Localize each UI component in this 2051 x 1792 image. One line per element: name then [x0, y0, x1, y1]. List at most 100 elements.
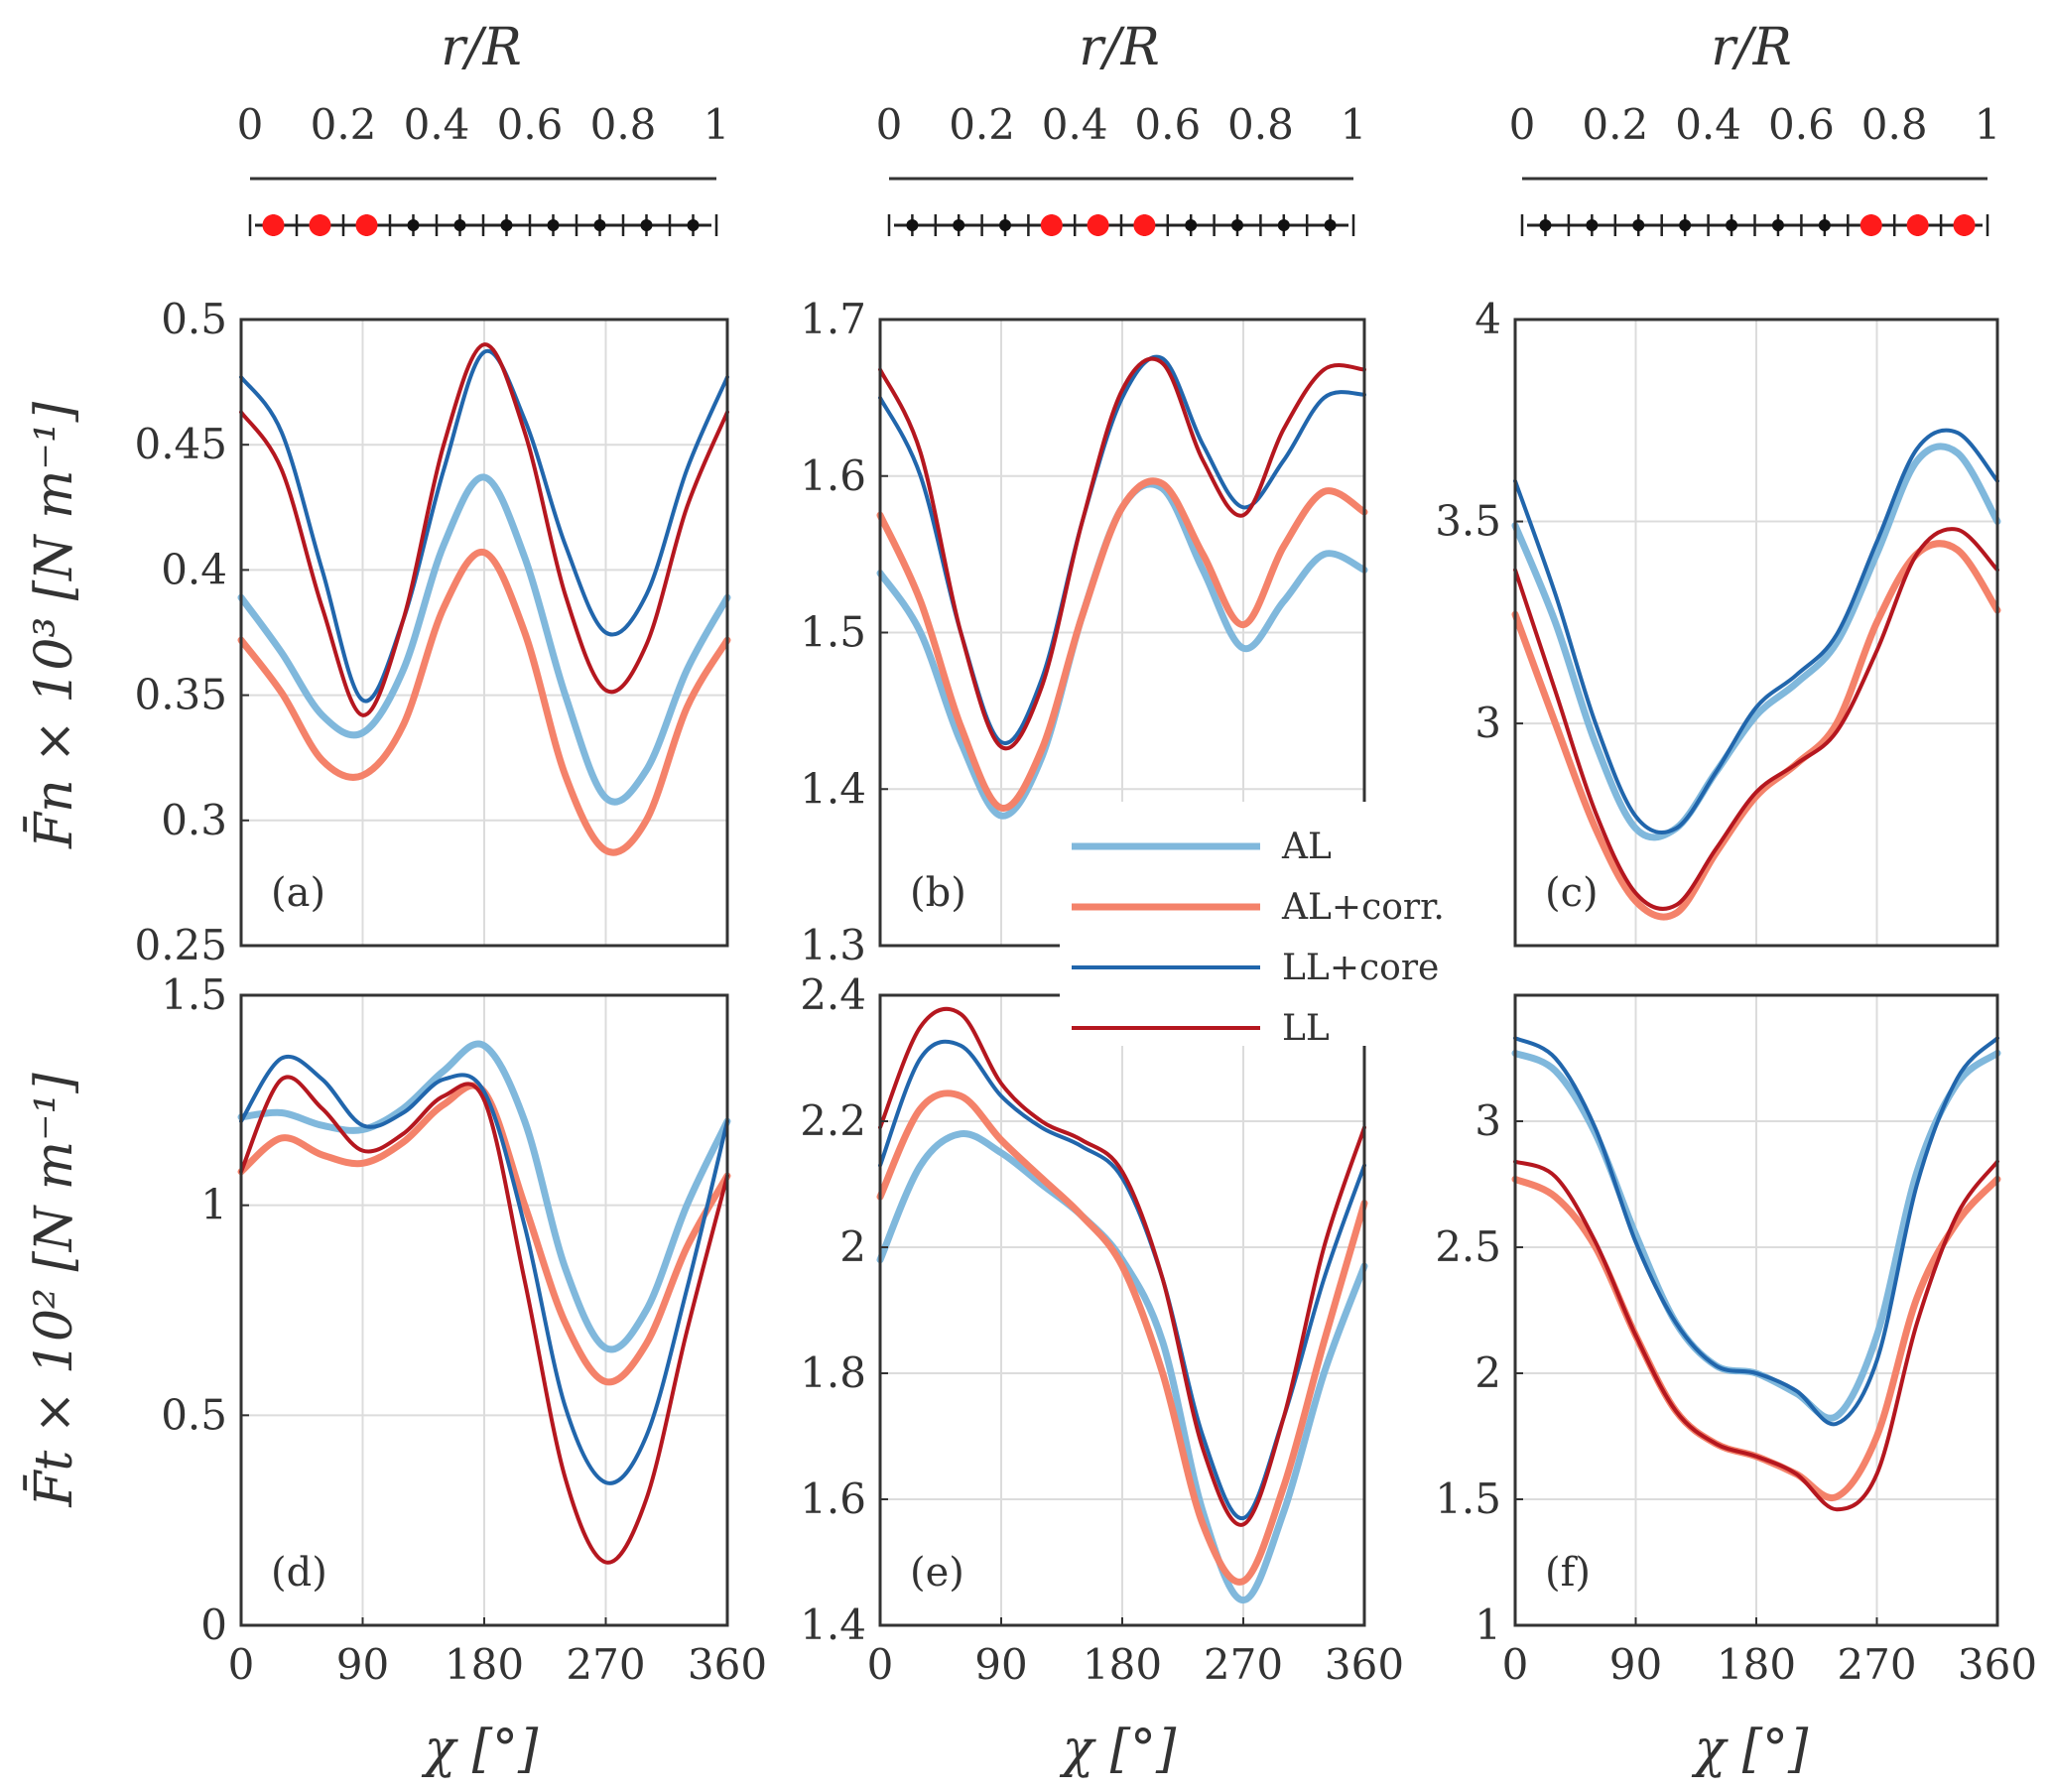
x-tick-label: 180 [1083, 1640, 1162, 1689]
blade-point [547, 219, 560, 231]
panel-letter: (f) [1545, 1550, 1591, 1596]
panel-letter: (a) [271, 870, 325, 916]
y-tick-label: 0.5 [161, 1390, 227, 1439]
y-axis-label-top: F̄n × 10³ [N m⁻¹] [24, 401, 84, 849]
panel-letter: (d) [271, 1550, 327, 1596]
series-line-ll [878, 1006, 1366, 1527]
series-line-ll [239, 1075, 729, 1565]
y-tick-label: 1.5 [800, 608, 866, 657]
panel-letter: (c) [1545, 870, 1599, 916]
x-tick-label: 0 [228, 1640, 255, 1689]
legend-label: LL [1282, 1008, 1330, 1049]
blade-point-highlighted [309, 214, 331, 236]
top-axis-label-1: r/R [441, 18, 522, 77]
y-tick-label: 0.25 [134, 921, 227, 969]
legend-items: AL AL+corr. LL+core LL [1072, 827, 1445, 1049]
y-tick-label: 0.4 [161, 545, 227, 593]
series-line-ll [1513, 1159, 1999, 1512]
x-tick-label: 180 [445, 1640, 524, 1689]
series-line-al-corr [876, 477, 1368, 812]
y-tick-label: 1.7 [800, 295, 866, 343]
y-tick-label: 1.8 [800, 1348, 866, 1397]
y-tick-label: 2.2 [800, 1096, 866, 1145]
axes-frame [239, 318, 729, 948]
top-tick-label: 0.2 [949, 100, 1015, 149]
y-tick-label: 2.5 [1435, 1222, 1501, 1271]
y-tick-label: 4 [1474, 295, 1501, 343]
series-line-ll [1513, 527, 1999, 911]
y-tick-label: 1.4 [800, 1600, 866, 1649]
blade-point [500, 219, 513, 231]
panel-f: 1 1.5 2 2.5 3 0 90 180 270 360 (f) [1435, 993, 2037, 1689]
y-tick-label: 1.5 [161, 970, 227, 1019]
blade-point-highlighted [355, 214, 378, 236]
y-tick-label: 0.45 [134, 420, 227, 468]
panel-a: 0.25 0.3 0.35 0.4 0.45 0.5 (a) [134, 295, 731, 969]
blade-point-highlighted [1906, 214, 1929, 236]
x-tick-label: 90 [336, 1640, 389, 1689]
x-tick-label: 360 [1958, 1640, 2037, 1689]
top-tick-label: 1 [704, 100, 730, 149]
top-tick-label: 0.6 [1134, 100, 1201, 149]
y-tick-label: 1.3 [800, 921, 866, 969]
x-tick-label: 360 [1325, 1640, 1404, 1689]
top-tick-label: 0.8 [1861, 100, 1928, 149]
blade-strip-top-right: 0 0.2 0.4 0.6 0.8 1 [1509, 100, 2000, 236]
top-axis-label-3: r/R [1711, 18, 1792, 77]
x-axis-label-1: χ [°] [421, 1720, 539, 1779]
y-tick-label: 3 [1474, 699, 1501, 747]
legend: AL AL+corr. LL+core LL [1060, 802, 1461, 1049]
top-tick-label: 0.2 [311, 100, 377, 149]
x-axis-label-2: χ [°] [1059, 1720, 1177, 1779]
blade-strip-top-middle: 0 0.2 0.4 0.6 0.8 1 [876, 100, 1367, 236]
blade-point [1818, 219, 1831, 231]
blade-point-highlighted [1133, 214, 1156, 236]
y-tick-label: 0 [200, 1600, 227, 1649]
series-line-ll [878, 356, 1366, 751]
x-tick-label: 90 [974, 1640, 1027, 1689]
blade-point [1185, 219, 1198, 231]
top-tick-label: 0.4 [1042, 100, 1108, 149]
blade-point-highlighted [1040, 214, 1063, 236]
legend-box [1060, 802, 1461, 1046]
top-tick-label: 1 [1341, 100, 1367, 149]
axes-frame [1513, 318, 1999, 948]
top-tick-label: 0.4 [1675, 100, 1741, 149]
blade-point [453, 219, 466, 231]
series-line-al [237, 1040, 731, 1353]
x-tick-label: 90 [1609, 1640, 1662, 1689]
series-line-ll-core [239, 1054, 729, 1485]
blade-point [1231, 219, 1243, 231]
blade-point [593, 219, 606, 231]
top-tick-label: 0 [876, 100, 903, 149]
x-tick-label: 180 [1717, 1640, 1796, 1689]
blade-point [1632, 219, 1645, 231]
series-line-ll-core [1513, 1036, 1999, 1427]
y-tick-label: 1.5 [1435, 1474, 1501, 1523]
series-line-al-corr [237, 549, 731, 856]
top-tick-label: 0.6 [497, 100, 564, 149]
series-line-ll [239, 342, 729, 717]
blade-point [1726, 219, 1738, 231]
top-tick-label: 0.2 [1582, 100, 1648, 149]
series-line-ll-core [239, 348, 729, 704]
x-axis-label-3: χ [°] [1691, 1720, 1809, 1779]
panel-letter: (e) [910, 1550, 964, 1596]
y-tick-label: 0.35 [134, 671, 227, 719]
y-tick-label: 0.5 [161, 295, 227, 343]
blade-point-highlighted [1953, 214, 1976, 236]
panel-e: 1.4 1.6 1.8 2 2.2 2.4 0 90 180 270 360 (e) [800, 970, 1404, 1689]
legend-label: AL [1281, 827, 1332, 867]
series-line-ll-core [1513, 428, 1999, 834]
blade-strip-top-left: 0 0.2 0.4 0.6 0.8 1 [237, 100, 730, 236]
blade-marker-layer: 0 0.2 0.4 0.6 0.8 1 0 0.2 0.4 0.6 0.8 1 0 0.2 0.4 0.6 0.… [237, 100, 2000, 236]
legend-label: AL+corr. [1281, 887, 1445, 928]
y-tick-label: 2.4 [800, 970, 866, 1019]
blade-point [687, 219, 700, 231]
blade-point [1679, 219, 1692, 231]
series-line-al [1511, 443, 2001, 841]
x-tick-label: 270 [1837, 1640, 1916, 1689]
x-tick-label: 270 [1204, 1640, 1283, 1689]
y-tick-label: 1.4 [800, 764, 866, 813]
top-tick-label: 0.8 [590, 100, 657, 149]
